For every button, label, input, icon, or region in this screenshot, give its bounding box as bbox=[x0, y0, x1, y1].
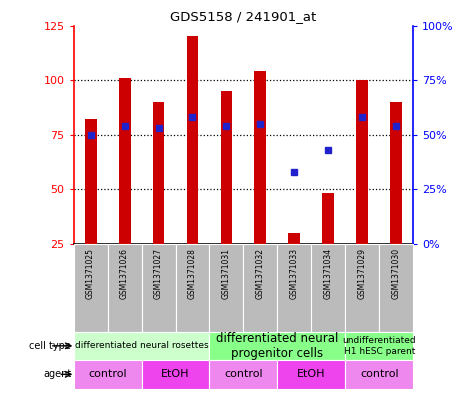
Bar bbox=[209, 244, 243, 332]
Text: control: control bbox=[88, 369, 127, 379]
Text: cell type: cell type bbox=[29, 341, 71, 351]
Bar bbox=[345, 244, 379, 332]
Bar bbox=[85, 119, 96, 244]
Bar bbox=[152, 102, 164, 244]
Bar bbox=[74, 360, 142, 389]
Bar bbox=[323, 193, 334, 244]
Bar bbox=[243, 244, 277, 332]
Text: GSM1371029: GSM1371029 bbox=[358, 248, 367, 299]
Text: GSM1371028: GSM1371028 bbox=[188, 248, 197, 299]
Bar bbox=[356, 80, 368, 244]
Text: GSM1371027: GSM1371027 bbox=[154, 248, 163, 299]
Bar bbox=[176, 244, 209, 332]
Text: GSM1371033: GSM1371033 bbox=[290, 248, 299, 299]
Text: control: control bbox=[224, 369, 263, 379]
Bar bbox=[187, 37, 199, 244]
Bar bbox=[390, 102, 402, 244]
Text: EtOH: EtOH bbox=[161, 369, 190, 379]
Text: undifferentiated
H1 hESC parent: undifferentiated H1 hESC parent bbox=[342, 336, 416, 356]
Bar bbox=[119, 78, 131, 244]
Bar bbox=[277, 360, 345, 389]
Bar bbox=[255, 72, 266, 244]
Text: GSM1371030: GSM1371030 bbox=[392, 248, 401, 299]
Bar bbox=[277, 244, 311, 332]
Bar bbox=[345, 360, 413, 389]
Bar bbox=[312, 244, 345, 332]
Bar bbox=[107, 244, 142, 332]
Text: agent: agent bbox=[43, 369, 71, 379]
Text: GSM1371034: GSM1371034 bbox=[324, 248, 333, 299]
Text: differentiated neural
progenitor cells: differentiated neural progenitor cells bbox=[216, 332, 339, 360]
Title: GDS5158 / 241901_at: GDS5158 / 241901_at bbox=[171, 10, 316, 23]
Text: GSM1371031: GSM1371031 bbox=[222, 248, 231, 299]
Bar bbox=[209, 332, 345, 360]
Bar bbox=[345, 332, 413, 360]
Text: EtOH: EtOH bbox=[297, 369, 326, 379]
Bar bbox=[74, 244, 107, 332]
Bar bbox=[142, 360, 209, 389]
Bar bbox=[74, 332, 209, 360]
Bar bbox=[220, 91, 232, 244]
Text: GSM1371032: GSM1371032 bbox=[256, 248, 265, 299]
Bar bbox=[209, 360, 277, 389]
Text: control: control bbox=[360, 369, 399, 379]
Bar bbox=[142, 244, 176, 332]
Bar bbox=[288, 233, 300, 244]
Bar bbox=[379, 244, 413, 332]
Text: GSM1371026: GSM1371026 bbox=[120, 248, 129, 299]
Text: differentiated neural rosettes: differentiated neural rosettes bbox=[75, 342, 209, 350]
Text: GSM1371025: GSM1371025 bbox=[86, 248, 95, 299]
